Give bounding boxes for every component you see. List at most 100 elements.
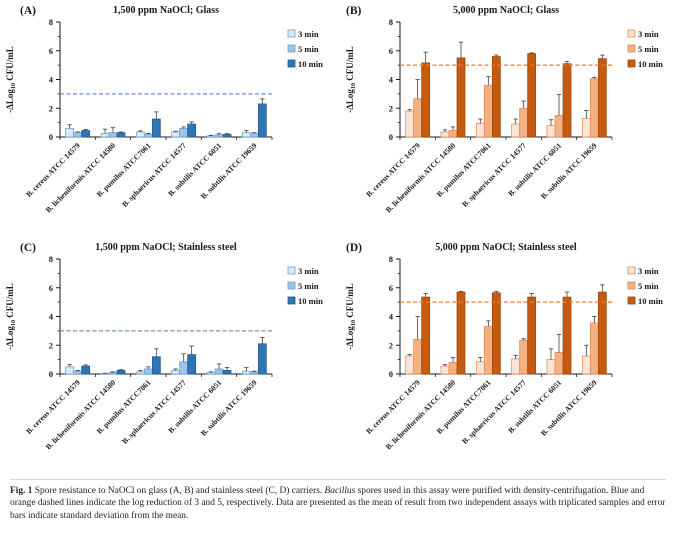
bar [440, 365, 450, 375]
caption-area: Fig. 1 Spore resistance to NaOCl on glas… [0, 474, 680, 522]
y-tick-label: 0 [49, 132, 53, 142]
y-tick-label: 2 [49, 340, 53, 350]
legend-label: 3 min [638, 29, 659, 39]
bar [491, 56, 501, 138]
panel-title: 1,500 ppm NaOCl; Glass [113, 5, 219, 16]
bar [405, 110, 415, 138]
legend-swatch [287, 296, 296, 305]
figure-caption: Fig. 1 Spore resistance to NaOCl on glas… [10, 485, 666, 522]
bar [421, 62, 431, 138]
y-tick-label: 4 [389, 312, 394, 322]
y-tick-label: 6 [49, 283, 53, 293]
panel-letter: (C) [20, 242, 36, 254]
x-category-label: B. licheniformis ATCC 14580 [44, 378, 118, 452]
bar [448, 362, 458, 375]
bar [81, 130, 91, 138]
bar [257, 103, 267, 138]
legend-swatch [287, 44, 296, 53]
bar [179, 361, 189, 375]
y-axis-label: -ΔLog10 CFU/mL [345, 283, 357, 350]
bar [135, 371, 145, 375]
legend-swatch [627, 266, 636, 275]
legend-label: 10 min [638, 59, 663, 69]
bar [143, 133, 153, 138]
bar [65, 366, 75, 375]
bar [405, 355, 415, 375]
y-tick-label: 6 [389, 283, 393, 293]
caption-text-1: Spore resistance to NaOCl on glass (A, B… [32, 486, 325, 496]
legend-swatch [287, 281, 296, 290]
bar [475, 122, 485, 138]
panel-title: 5,000 ppm NaOCl; Glass [453, 5, 559, 16]
panel-b-chart: (B) 5,000 ppm NaOCl; Glass -ΔLog10 CFU/mL 0… [345, 5, 663, 214]
bar [81, 365, 91, 375]
legend-swatch [287, 59, 296, 68]
panel-a-chart: (A) 1,500 ppm NaOCl; Glass -ΔLog10 CFU/mL 0… [5, 5, 323, 214]
bar [546, 125, 556, 138]
bar [413, 98, 423, 138]
panel-letter: (A) [20, 5, 36, 17]
y-tick-label: 8 [389, 17, 393, 27]
bar [73, 132, 83, 138]
y-tick-label: 2 [49, 103, 53, 113]
bar [108, 132, 118, 138]
bar [222, 134, 232, 138]
bar [206, 135, 216, 138]
bar [519, 339, 529, 375]
bar [214, 134, 224, 138]
bar [511, 123, 521, 138]
bar [100, 133, 110, 138]
bar [511, 358, 521, 375]
y-axis-label: -ΔLog10 CFU/mL [5, 46, 17, 113]
legend-swatch [627, 59, 636, 68]
bar [546, 359, 556, 375]
bar [249, 133, 259, 138]
y-tick-label: 8 [389, 254, 393, 264]
y-tick-label: 4 [49, 312, 54, 322]
bar [554, 352, 564, 375]
y-tick-label: 2 [389, 103, 393, 113]
legend-label: 3 min [638, 266, 659, 276]
y-tick-label: 4 [389, 75, 394, 85]
legend-swatch [287, 266, 296, 275]
x-category-label: B. sphaericus ATCC 14577 [460, 378, 528, 446]
caption-genus-italic: Bacillus [324, 486, 356, 496]
bar [491, 292, 501, 375]
bar [519, 107, 529, 138]
panel-title: 5,000 ppm NaOCl; Stainless steel [435, 242, 577, 253]
x-category-label: B. sphaericus ATCC 14577 [460, 141, 528, 209]
bar [73, 370, 83, 375]
bar [241, 132, 251, 138]
bar [135, 131, 145, 138]
bar [151, 356, 161, 375]
panel-letter: (B) [346, 5, 362, 17]
y-tick-label: 8 [49, 17, 53, 27]
bar [440, 131, 450, 138]
panel-title: 1,500 ppm NaOCl; Stainless steel [95, 242, 237, 253]
y-tick-label: 6 [49, 46, 53, 56]
panel-letter: (D) [346, 242, 362, 254]
legend-swatch [287, 29, 296, 38]
x-category-label: B. licheniformis ATCC 14580 [384, 378, 458, 452]
bar [187, 354, 197, 375]
bar [214, 368, 224, 375]
y-tick-label: 0 [49, 369, 53, 379]
bar [589, 78, 599, 138]
bar [171, 131, 181, 138]
y-tick-label: 6 [389, 46, 393, 56]
caption-label: Fig. 1 [10, 486, 33, 496]
y-axis-label: -ΔLog10 CFU/mL [5, 283, 17, 350]
y-tick-label: 4 [49, 75, 54, 85]
legend-swatch [627, 281, 636, 290]
bar [554, 115, 564, 138]
bar [108, 372, 118, 375]
bar [222, 370, 232, 375]
bar [257, 343, 267, 375]
bar [241, 370, 251, 375]
bar [456, 57, 466, 138]
legend-swatch [627, 296, 636, 305]
legend-label: 10 min [298, 59, 323, 69]
bar [527, 53, 537, 138]
panel-c-chart: (C) 1,500 ppm NaOCl; Stainless steel -ΔLog… [5, 242, 323, 452]
